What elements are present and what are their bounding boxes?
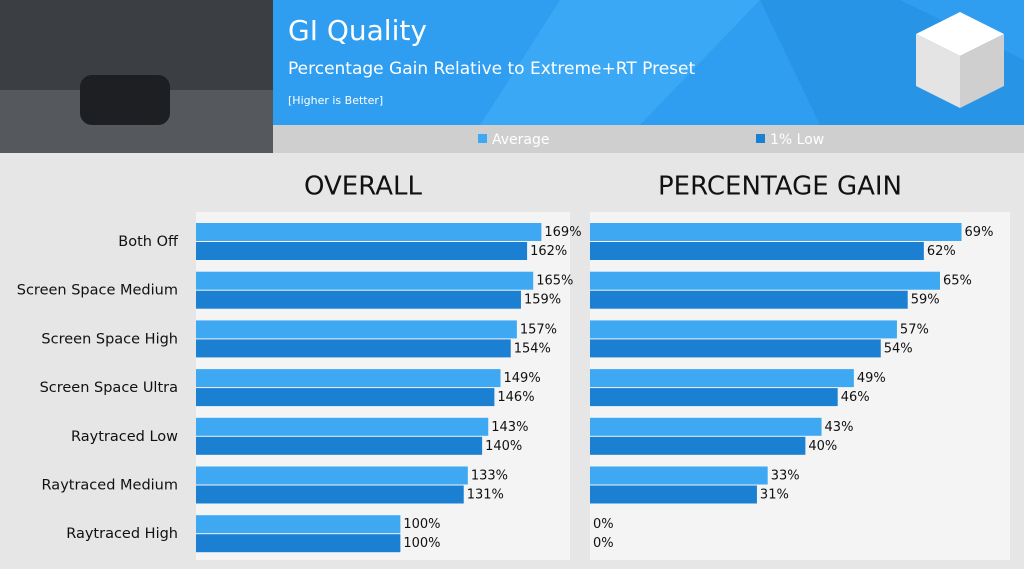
value-label: 143%	[491, 420, 528, 435]
bar	[196, 320, 517, 339]
value-label: 154%	[514, 341, 551, 356]
game-car	[80, 75, 170, 125]
category-label: Both Off	[118, 234, 179, 250]
value-label: 140%	[485, 439, 522, 454]
bar	[590, 369, 854, 388]
bar	[196, 242, 528, 260]
bar	[590, 417, 822, 436]
legend-band	[273, 125, 1024, 153]
value-label: 40%	[808, 439, 837, 454]
value-label: 0%	[593, 517, 614, 532]
value-label: 57%	[900, 322, 929, 337]
value-label: 169%	[544, 225, 581, 240]
bar	[196, 271, 534, 290]
category-label: Raytraced High	[66, 526, 178, 542]
chart-title: PERCENTAGE GAIN	[658, 172, 902, 202]
legend-label: 1% Low	[770, 132, 824, 148]
value-label: 157%	[520, 322, 557, 337]
page-note: [Higher is Better]	[288, 94, 383, 107]
value-label: 146%	[497, 390, 534, 405]
cube-logo	[916, 12, 1004, 108]
bar	[590, 320, 897, 339]
bar	[590, 339, 881, 358]
value-label: 69%	[965, 225, 994, 240]
value-label: 133%	[471, 469, 508, 484]
bar	[590, 271, 940, 290]
bar	[590, 242, 924, 260]
bar	[196, 290, 521, 309]
bar	[196, 534, 401, 553]
bar	[196, 417, 489, 436]
bar	[196, 369, 501, 388]
bar	[196, 515, 401, 534]
header-stripe	[480, 0, 760, 125]
bar	[590, 466, 768, 485]
bar	[196, 388, 495, 407]
category-label: Screen Space Medium	[17, 283, 178, 299]
value-label: 149%	[504, 371, 541, 386]
value-label: 31%	[760, 488, 789, 503]
legend-swatch	[756, 134, 765, 143]
bar	[196, 466, 468, 485]
category-label: Raytraced Low	[71, 429, 178, 445]
value-label: 46%	[841, 390, 870, 405]
page-subtitle: Percentage Gain Relative to Extreme+RT P…	[288, 59, 695, 79]
value-label: 65%	[943, 274, 972, 289]
value-label: 100%	[403, 517, 440, 532]
bar	[590, 436, 806, 455]
value-label: 100%	[403, 536, 440, 551]
value-label: 59%	[911, 293, 940, 308]
bar	[196, 223, 542, 241]
legend-label: Average	[492, 132, 550, 148]
value-label: 159%	[524, 293, 561, 308]
value-label: 54%	[884, 341, 913, 356]
value-label: 165%	[536, 274, 573, 289]
category-label: Raytraced Medium	[42, 478, 178, 494]
value-label: 0%	[593, 536, 614, 551]
bar	[590, 388, 838, 407]
value-label: 43%	[825, 420, 854, 435]
bar	[196, 436, 483, 455]
value-label: 49%	[857, 371, 886, 386]
legend-swatch	[478, 134, 487, 143]
bar	[590, 485, 757, 504]
value-label: 131%	[467, 488, 504, 503]
value-label: 162%	[530, 244, 567, 259]
value-label: 62%	[927, 244, 956, 259]
bar	[590, 290, 908, 309]
value-label: 33%	[771, 469, 800, 484]
chart-title: OVERALL	[304, 172, 423, 202]
page-title: GI Quality	[288, 14, 427, 47]
bar	[196, 339, 511, 358]
bar	[196, 485, 464, 504]
category-label: Screen Space High	[41, 331, 178, 347]
bar	[590, 223, 962, 241]
category-label: Screen Space Ultra	[40, 380, 178, 396]
